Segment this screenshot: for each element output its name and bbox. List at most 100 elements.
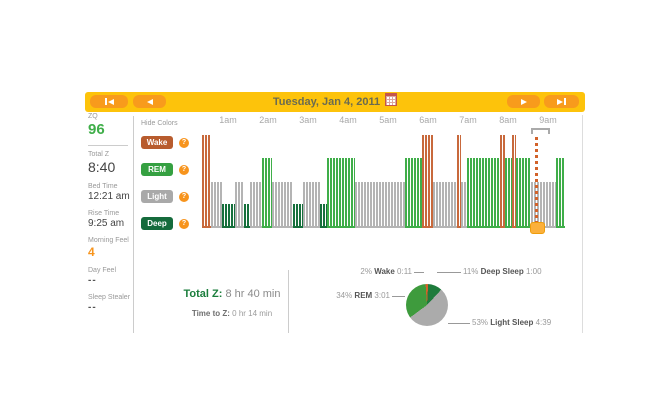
sleep-dashboard: Tuesday, Jan 4, 2011 ZQ 96 Total Z 8:40 Bed … — [85, 92, 585, 333]
legend-badge-light[interactable]: Light — [141, 190, 173, 203]
sidebar-stat-day-feel: Day Feel -- — [88, 267, 132, 286]
arrow-left-icon — [107, 98, 114, 105]
pie-stage-name: Wake — [374, 267, 395, 276]
axis-tick-7am: 7am — [459, 115, 477, 125]
pie-pct: 11% — [463, 267, 481, 276]
calendar-icon[interactable] — [385, 93, 398, 106]
stats-sidebar: ZQ 96 Total Z 8:40 Bed Time 12:21 am Rise Time… — [88, 113, 132, 321]
hypnogram-segment-light — [433, 182, 458, 228]
sidebar-stat-zq: ZQ 96 — [88, 113, 128, 146]
axis-tick-8am: 8am — [499, 115, 517, 125]
hypnogram-segment-rem — [405, 158, 422, 228]
pie-label-wake: 2% Wake 0:11 — [325, 267, 412, 276]
hypnogram-segment-light — [211, 182, 222, 228]
pie-duration: 0:11 — [394, 267, 412, 276]
first-day-button[interactable] — [90, 95, 128, 108]
hypnogram-segment-rem — [505, 158, 512, 228]
arrow-left-icon — [146, 98, 153, 105]
legend-row-light: Light? — [141, 190, 199, 203]
axis-tick-9am: 9am — [539, 115, 557, 125]
stat-label: Sleep Stealer — [88, 294, 131, 301]
hypnogram-segment-light — [235, 182, 244, 228]
axis-tick-1am: 1am — [219, 115, 237, 125]
arrow-right-icon — [557, 98, 563, 105]
sidebar-divider — [133, 116, 134, 333]
axis-tick-3am: 3am — [299, 115, 317, 125]
axis-tick-6am: 6am — [419, 115, 437, 125]
stat-value: 96 — [88, 121, 105, 138]
sidebar-stat-rise-time: Rise Time 9:25 am — [88, 210, 132, 229]
stat-value: 9:25 am — [88, 218, 125, 229]
selection-bracket-icon — [531, 128, 550, 134]
axis-tick-5am: 5am — [379, 115, 397, 125]
time-to-z-label: Time to Z: — [191, 309, 230, 318]
legend-badge-wake[interactable]: Wake — [141, 136, 173, 149]
hypnogram-segment-wake — [422, 135, 434, 228]
legend-row-rem: REM? — [141, 163, 199, 176]
pie-stage-name: REM — [354, 291, 373, 300]
pie-leader-line-wake — [414, 272, 424, 273]
stat-label: ZQ — [88, 113, 98, 120]
legend-badge-deep[interactable]: Deep — [141, 217, 173, 230]
hypnogram-segment-light — [272, 182, 294, 228]
stat-label: Day Feel — [88, 267, 117, 274]
stat-value: 12:21 am — [88, 191, 130, 202]
last-day-button[interactable] — [544, 95, 579, 108]
total-z-value: 8 hr 40 min — [225, 288, 281, 300]
hypnogram-segment-deep — [293, 204, 304, 228]
summary-divider — [288, 270, 289, 333]
help-icon-rem[interactable]: ? — [179, 164, 189, 175]
date-title: Tuesday, Jan 4, 2011 — [85, 92, 585, 112]
time-to-z-value: 0 hr 14 min — [232, 309, 273, 318]
next-day-button[interactable] — [507, 95, 540, 108]
pie-label-deep: 11% Deep Sleep 1:00 — [463, 267, 575, 276]
pie-pct: 2% — [360, 267, 375, 276]
legend-items: Wake? REM? Light? Deep? — [141, 136, 199, 230]
help-icon-wake[interactable]: ? — [179, 137, 189, 148]
pie-duration: 4:39 — [533, 318, 552, 327]
hypnogram-segment-wake — [457, 135, 462, 228]
current-time-marker-handle[interactable] — [530, 222, 546, 234]
sleep-summary: Total Z: 8 hr 40 min Time to Z: 0 hr 14 … — [173, 288, 291, 318]
help-icon-deep[interactable]: ? — [179, 218, 189, 229]
stat-value: -- — [88, 302, 97, 313]
date-title-text: Tuesday, Jan 4, 2011 — [272, 96, 381, 108]
pie-label-rem: 34% REM 3:01 — [290, 291, 390, 300]
previous-day-button[interactable] — [133, 95, 166, 108]
hypnogram-segment-deep — [244, 204, 250, 228]
pie-pct: 53% — [472, 318, 491, 327]
chart-right-border — [582, 115, 583, 333]
stat-value: 4 — [88, 245, 95, 259]
date-nav-bar: Tuesday, Jan 4, 2011 — [85, 92, 585, 112]
sidebar-stat-sleep-stealer: Sleep Stealer -- — [88, 294, 132, 313]
total-z-line: Total Z: 8 hr 40 min — [173, 288, 291, 300]
total-z-label: Total Z: — [183, 288, 223, 300]
stage-legend: Hide Colors Wake? REM? Light? Deep? — [141, 120, 199, 244]
hypnogram-segment-light — [303, 182, 320, 228]
hypnogram-segment-light — [355, 182, 406, 228]
axis-tick-4am: 4am — [339, 115, 357, 125]
hypnogram-segment-deep — [320, 204, 328, 228]
hypnogram-segment-rem — [262, 158, 272, 228]
hypnogram-segment-deep — [222, 204, 236, 228]
sidebar-stat-morning-feel: Morning Feel 4 — [88, 237, 132, 259]
legend-badge-rem[interactable]: REM — [141, 163, 173, 176]
hypnogram-segment-wake — [500, 135, 506, 228]
sidebar-stat-bed-time: Bed Time 12:21 am — [88, 183, 132, 202]
sleep-stage-pie-chart — [406, 284, 448, 326]
hypnogram-segment-rem — [556, 158, 565, 228]
pie-duration: 3:01 — [372, 291, 390, 300]
pie-pct: 34% — [336, 291, 355, 300]
axis-tick-2am: 2am — [259, 115, 277, 125]
skip-bar-icon — [104, 98, 107, 105]
legend-row-deep: Deep? — [141, 217, 199, 230]
legend-row-wake: Wake? — [141, 136, 199, 149]
pie-stage-name: Deep Sleep — [480, 267, 524, 276]
pie-label-light: 53% Light Sleep 4:39 — [472, 318, 584, 327]
stat-label: Total Z — [88, 151, 110, 158]
hide-colors-label[interactable]: Hide Colors — [141, 120, 178, 127]
pie-leader-line-deep — [437, 272, 461, 273]
hypnogram-segment-rem — [467, 158, 500, 228]
help-icon-light[interactable]: ? — [179, 191, 189, 202]
